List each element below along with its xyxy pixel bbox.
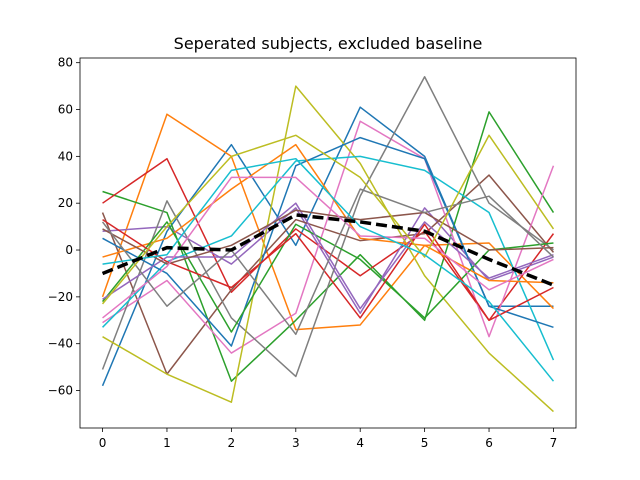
- axis-layer: 0 1 2 3 4 5 6 7 −60 −40 −20 0 20 40 60 80: [48, 56, 558, 450]
- y-tick-label: 60: [58, 103, 73, 117]
- x-tick-label: 2: [228, 436, 236, 450]
- series-line-20: [102, 157, 555, 382]
- series-line-17: [102, 176, 554, 319]
- mean-line-dashed: [101, 213, 555, 287]
- series-layer: [101, 75, 555, 413]
- series-line-18: [101, 188, 554, 336]
- plot-frame: [79, 57, 577, 429]
- series-line-8: [101, 75, 554, 378]
- series-line-7: [102, 120, 555, 354]
- series-line-12: [102, 143, 554, 284]
- y-tick-label: −20: [48, 290, 73, 304]
- y-tick-label: 40: [58, 149, 73, 163]
- y-tick-label: −60: [48, 384, 73, 398]
- y-tick-label: 0: [65, 243, 73, 257]
- chart-title: Seperated subjects, excluded baseline: [174, 34, 483, 53]
- x-tick-label: 3: [292, 436, 300, 450]
- x-tick-label: 4: [356, 436, 364, 450]
- series-line-19: [101, 134, 555, 305]
- series-line-15: [102, 202, 554, 310]
- series-line-4: [102, 157, 555, 322]
- y-tick-label: 20: [58, 196, 73, 210]
- series-line-6: [101, 174, 555, 375]
- x-tick-label: 6: [485, 436, 493, 450]
- series-line-9: [102, 85, 554, 413]
- x-tick-label: 7: [550, 436, 558, 450]
- x-tick-label: 1: [163, 436, 171, 450]
- series-line-16: [102, 209, 554, 265]
- x-tick-label: 0: [99, 436, 107, 450]
- y-tick-label: −40: [48, 337, 73, 351]
- x-tick-label: 5: [421, 436, 429, 450]
- series-line-14: [102, 218, 554, 322]
- y-tick-label: 80: [58, 56, 73, 70]
